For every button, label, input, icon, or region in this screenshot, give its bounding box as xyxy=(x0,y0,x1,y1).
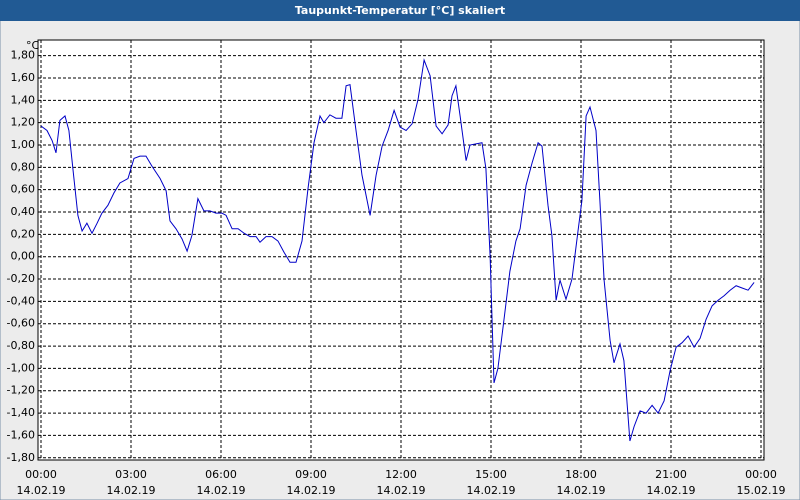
y-tick-label: 1,60 xyxy=(11,71,36,84)
y-tick-label: 1,40 xyxy=(11,93,36,106)
y-tick-label: 1,20 xyxy=(11,116,36,129)
y-tick-label: 1,00 xyxy=(11,138,36,151)
x-tick-date: 14.02.19 xyxy=(557,484,606,497)
y-tick-label: -1,40 xyxy=(7,406,35,419)
x-tick-date: 15.02.19 xyxy=(737,484,786,497)
y-tick-label: 0,40 xyxy=(11,205,36,218)
y-tick-label: -0,80 xyxy=(7,339,35,352)
y-unit: °C xyxy=(26,39,40,52)
x-tick-label: 15:00 xyxy=(475,468,507,481)
y-tick-label: 0,80 xyxy=(11,160,36,173)
y-tick-label: -1,00 xyxy=(7,361,35,374)
y-tick-label: -1,20 xyxy=(7,384,35,397)
x-tick-date: 14.02.19 xyxy=(287,484,336,497)
data-line xyxy=(40,58,755,442)
x-tick-date: 14.02.19 xyxy=(647,484,696,497)
x-tick-date: 14.02.19 xyxy=(197,484,246,497)
chart-title: Taupunkt-Temperatur [°C] skaliert xyxy=(295,4,505,17)
y-tick-label: -1,80 xyxy=(7,451,35,464)
x-tick-label: 09:00 xyxy=(295,468,327,481)
x-tick-date: 14.02.19 xyxy=(467,484,516,497)
x-tick-label: 03:00 xyxy=(115,468,147,481)
x-tick-date: 14.02.19 xyxy=(107,484,156,497)
x-tick-label: 00:00 xyxy=(25,468,57,481)
y-tick-label: -0,60 xyxy=(7,317,35,330)
y-tick-label: 1,80 xyxy=(11,49,36,62)
y-tick-label: -0,40 xyxy=(7,294,35,307)
x-tick-label: 00:00 xyxy=(745,468,777,481)
x-tick-label: 18:00 xyxy=(565,468,597,481)
y-tick-label: -1,60 xyxy=(7,428,35,441)
x-tick-label: 06:00 xyxy=(205,468,237,481)
x-tick-label: 21:00 xyxy=(655,468,687,481)
x-tick-date: 14.02.19 xyxy=(17,484,66,497)
title-bar xyxy=(0,0,800,21)
y-tick-label: 0,60 xyxy=(11,183,36,196)
x-tick-date: 14.02.19 xyxy=(377,484,426,497)
y-tick-label: 0,20 xyxy=(11,227,36,240)
y-tick-label: -0,20 xyxy=(7,272,35,285)
x-tick-label: 12:00 xyxy=(385,468,417,481)
y-tick-label: 0,00 xyxy=(11,250,36,263)
